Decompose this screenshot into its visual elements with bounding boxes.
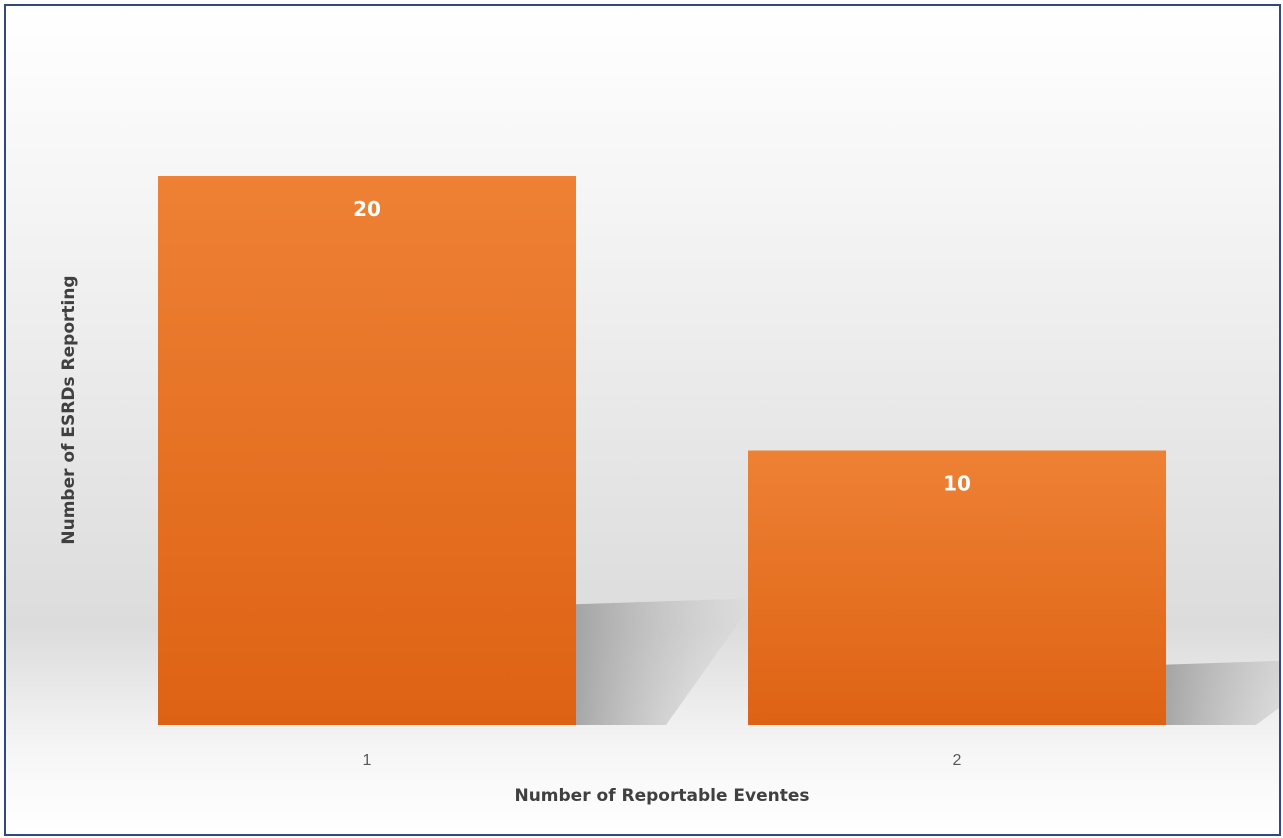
y-axis-title: Number of ESRDs Reporting: [59, 275, 79, 544]
x-tick-label: 1: [363, 752, 372, 769]
bar-2: [748, 450, 1166, 725]
x-tick-label: 2: [953, 752, 962, 769]
bar-1: [158, 176, 576, 725]
data-label: 10: [943, 472, 971, 496]
bar-shadows: [576, 598, 1279, 725]
bar-shadow: [576, 598, 756, 725]
bar-shadow: [1166, 660, 1279, 725]
x-axis-title: Number of Reportable Eventes: [514, 786, 809, 806]
bars: [158, 176, 1166, 725]
data-label: 20: [353, 197, 381, 221]
